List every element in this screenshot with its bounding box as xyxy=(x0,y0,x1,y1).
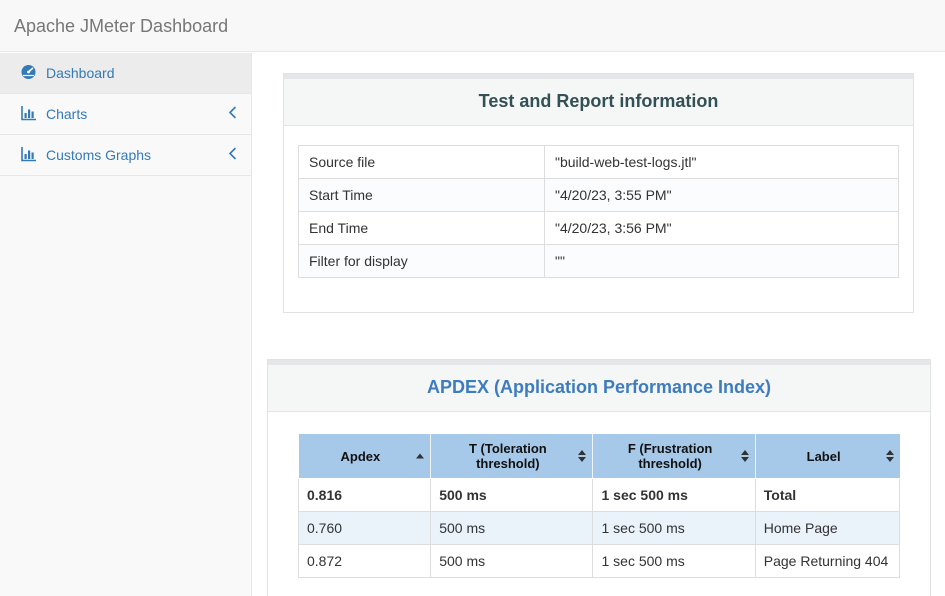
sidebar-item-label: Charts xyxy=(46,106,88,122)
bar-chart-icon xyxy=(20,105,46,124)
sidebar-item-label: Customs Graphs xyxy=(46,147,152,163)
test-info-panel-heading: Test and Report information xyxy=(284,79,913,126)
info-label: Filter for display xyxy=(298,244,545,278)
apdex-panel: APDEX (Application Performance Index) Ap… xyxy=(267,359,931,596)
apdex-cell-label: Total xyxy=(754,478,901,512)
info-value: "4/20/23, 3:55 PM" xyxy=(544,178,899,212)
apdex-cell-f: 1 sec 500 ms xyxy=(592,478,756,512)
bar-chart-icon xyxy=(20,146,46,165)
sidebar-item-customs-graphs[interactable]: Customs Graphs xyxy=(0,135,251,176)
apdex-column-header-apdex[interactable]: Apdex xyxy=(298,434,432,479)
apdex-panel-body: Apdex T (Toleration threshold) F (Frustrat… xyxy=(268,412,930,596)
sidebar-item-dashboard[interactable]: Dashboard xyxy=(0,53,251,94)
sidebar-item-charts[interactable]: Charts xyxy=(0,94,251,135)
apdex-cell-apdex: 0.760 xyxy=(297,511,432,545)
sidebar-menu: Dashboard Charts Customs Graphs xyxy=(0,53,252,596)
panel-top-strip xyxy=(268,360,930,365)
chevron-left-icon[interactable] xyxy=(228,147,237,163)
apdex-cell-t: 500 ms xyxy=(430,544,594,578)
main-content: Test and Report information Source file "… xyxy=(253,53,945,596)
top-navbar: Apache JMeter Dashboard xyxy=(0,0,945,52)
table-row: Start Time "4/20/23, 3:55 PM" xyxy=(298,178,899,212)
info-value: "" xyxy=(544,244,899,278)
apdex-column-header-label[interactable]: Label xyxy=(755,434,900,479)
info-value: "build-web-test-logs.jtl" xyxy=(544,145,899,179)
apdex-column-header-f[interactable]: F (Frustration threshold) xyxy=(592,434,756,479)
sort-ascending-icon xyxy=(416,453,425,459)
table-row: 0.872 500 ms 1 sec 500 ms Page Returning 40… xyxy=(297,544,901,578)
apdex-cell-t: 500 ms xyxy=(430,511,594,545)
column-header-label: Label xyxy=(806,448,841,464)
info-label: End Time xyxy=(298,211,545,245)
info-value: "4/20/23, 3:56 PM" xyxy=(544,211,899,245)
panel-top-strip xyxy=(284,74,913,79)
apdex-panel-heading: APDEX (Application Performance Index) xyxy=(268,365,930,412)
chevron-left-icon[interactable] xyxy=(228,106,237,122)
table-row: 0.760 500 ms 1 sec 500 ms Home Page xyxy=(297,511,901,545)
sort-both-icon xyxy=(740,450,749,462)
table-row: 0.816 500 ms 1 sec 500 ms Total xyxy=(297,478,901,512)
dashboard-icon xyxy=(20,64,46,83)
info-label: Source file xyxy=(298,145,545,179)
apdex-cell-label: Page Returning 404 xyxy=(754,544,901,578)
table-row: Filter for display "" xyxy=(298,244,899,278)
apdex-cell-label: Home Page xyxy=(754,511,901,545)
sort-both-icon xyxy=(885,450,894,462)
table-row: Source file "build-web-test-logs.jtl" xyxy=(298,145,899,179)
test-info-panel-body: Source file "build-web-test-logs.jtl" Star… xyxy=(284,126,913,312)
column-header-label: Apdex xyxy=(340,448,381,464)
apdex-cell-apdex: 0.816 xyxy=(297,478,432,512)
sidebar-item-label: Dashboard xyxy=(46,65,115,81)
apdex-column-header-t[interactable]: T (Toleration threshold) xyxy=(430,434,594,479)
apdex-table-header-row: Apdex T (Toleration threshold) F (Frustrat… xyxy=(298,434,900,479)
apdex-table-body: 0.816 500 ms 1 sec 500 ms Total 0.760 500 ms 1… xyxy=(297,478,901,578)
apdex-cell-f: 1 sec 500 ms xyxy=(592,544,756,578)
column-header-label: F (Frustration threshold) xyxy=(627,441,713,471)
test-info-table-body: Source file "build-web-test-logs.jtl" Star… xyxy=(298,145,899,278)
info-label: Start Time xyxy=(298,178,545,212)
apdex-cell-f: 1 sec 500 ms xyxy=(592,511,756,545)
apdex-title: APDEX (Application Performance Index) xyxy=(426,377,772,397)
sort-both-icon xyxy=(578,450,587,462)
apdex-cell-apdex: 0.872 xyxy=(297,544,432,578)
apdex-cell-t: 500 ms xyxy=(430,478,594,512)
test-info-title: Test and Report information xyxy=(478,91,719,111)
apdex-table: Apdex T (Toleration threshold) F (Frustrat… xyxy=(297,434,901,578)
test-info-panel: Test and Report information Source file "… xyxy=(283,73,914,313)
test-info-table: Source file "build-web-test-logs.jtl" Star… xyxy=(298,145,899,278)
app-title[interactable]: Apache JMeter Dashboard xyxy=(14,16,229,36)
column-header-label: T (Toleration threshold) xyxy=(468,441,547,471)
table-row: End Time "4/20/23, 3:56 PM" xyxy=(298,211,899,245)
